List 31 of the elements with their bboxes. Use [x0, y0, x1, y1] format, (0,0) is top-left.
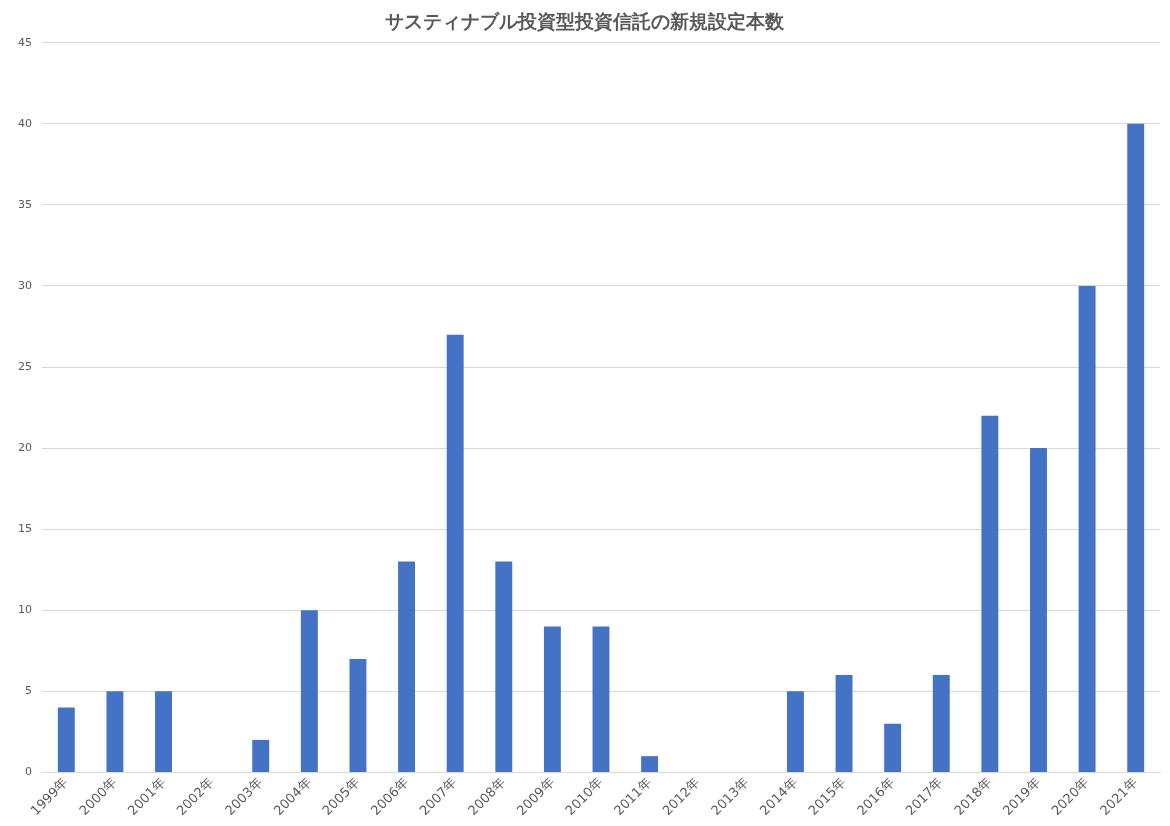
bar: [835, 675, 853, 772]
bar: [495, 561, 513, 772]
y-tick-label: 0: [25, 765, 32, 779]
bar: [641, 756, 659, 772]
bar: [446, 334, 464, 772]
chart-title: サスティナブル投資型投資信託の新規設定本数: [384, 10, 785, 33]
bar: [884, 723, 902, 772]
bar: [786, 691, 804, 772]
bar: [1127, 123, 1145, 772]
bar: [543, 626, 561, 772]
y-tick-label: 45: [18, 35, 32, 49]
bar: [155, 691, 172, 772]
bar: [981, 415, 999, 772]
y-tick-label: 40: [18, 116, 32, 130]
bar: [349, 658, 367, 772]
y-tick-label: 25: [18, 359, 32, 373]
bar: [252, 739, 270, 772]
bar: [1078, 285, 1096, 772]
y-tick-label: 10: [18, 603, 32, 617]
y-tick-label: 15: [18, 522, 32, 536]
bar: [300, 610, 318, 772]
bar: [1030, 448, 1047, 772]
y-tick-label: 30: [18, 278, 32, 292]
y-tick-label: 5: [25, 684, 32, 698]
bar: [106, 691, 124, 772]
bar: [398, 561, 416, 772]
y-tick-label: 35: [18, 197, 32, 211]
bar: [57, 707, 75, 772]
y-tick-label: 20: [18, 440, 32, 454]
bar: [932, 675, 950, 772]
bar: [592, 626, 610, 772]
